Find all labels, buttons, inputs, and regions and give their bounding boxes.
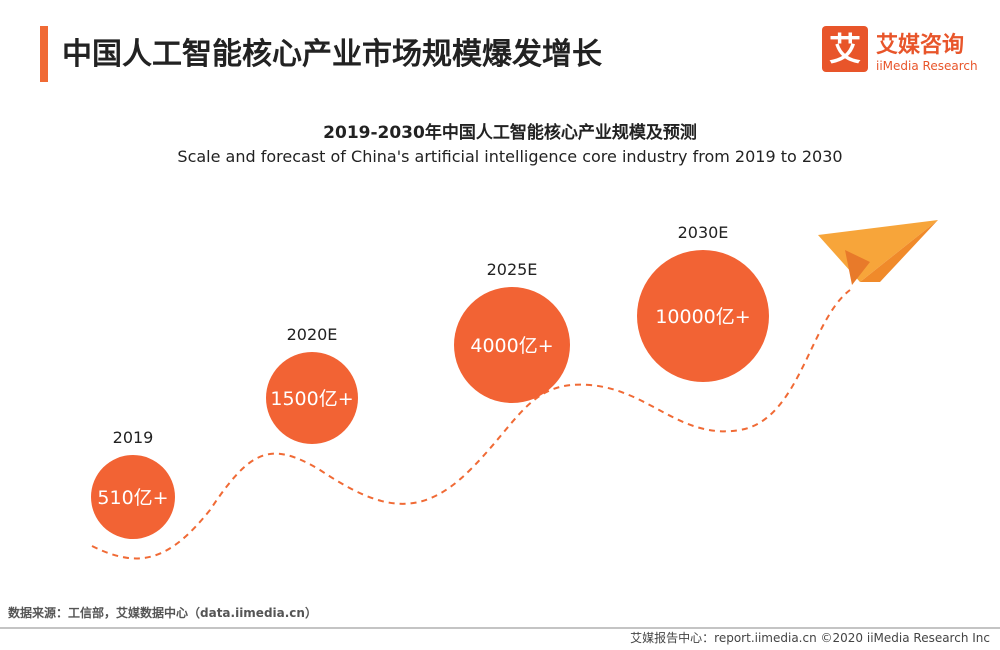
figure-subtitle: Scale and forecast of China's artificial…: [177, 147, 842, 166]
source: 数据来源：工信部，艾媒数据中心（data.iimedia.cn）: [8, 605, 317, 620]
milestones: 510亿+ 2019 1500亿+ 2020E 4000亿+ 2025E 10000亿+ 20…: [91, 223, 769, 539]
milestone-year: 2025E: [487, 260, 538, 279]
milestone-value: 10000亿+: [655, 306, 750, 328]
milestone-bubble: [266, 352, 358, 444]
footer-credit: 艾媒报告中心：report.iimedia.cn ©2020 iiMedia R…: [630, 630, 990, 645]
logo-en: iiMedia Research: [876, 59, 978, 73]
logo-mark-box: [822, 26, 868, 72]
logo-cn: 艾媒咨询: [876, 32, 964, 58]
milestone-bubble: [91, 455, 175, 539]
milestone-year: 2019: [113, 428, 154, 447]
milestone-year: 2020E: [287, 325, 338, 344]
milestone-bubble: [637, 250, 769, 382]
milestone-bubble: [454, 287, 570, 403]
growth-curve: [91, 289, 851, 560]
milestone-year: 2030E: [678, 223, 729, 242]
logo-mark: 艾: [829, 30, 861, 68]
paper-plane: [818, 220, 938, 285]
milestone-value: 510亿+: [97, 487, 168, 509]
milestone-value: 4000亿+: [470, 335, 553, 357]
title-accent: [40, 26, 48, 82]
slide-title: 中国人工智能核心产业市场规模爆发增长: [62, 37, 602, 72]
milestone-value: 1500亿+: [270, 388, 353, 410]
figure-title: 2019-2030年中国人工智能核心产业规模及预测: [323, 122, 697, 143]
